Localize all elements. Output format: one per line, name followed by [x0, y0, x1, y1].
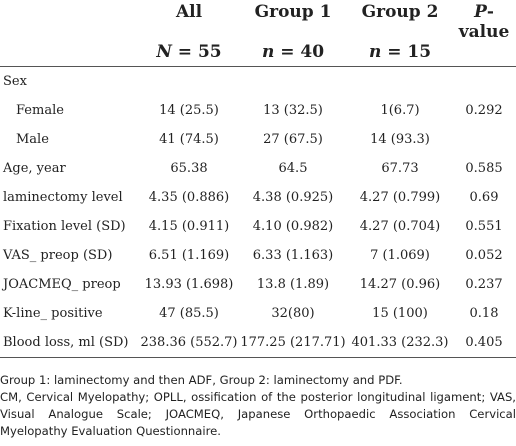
header-all-n-var: N: [156, 42, 172, 62]
table-footnote: Group 1: laminectomy and then ADF, Group…: [0, 372, 516, 440]
cell-all: 4.15 (0.911): [148, 219, 230, 234]
table-row: JOACMEQ_ preop 13.93 (1.698) 13.8 (1.89)…: [0, 270, 516, 299]
header-g1-n-eq: = 40: [274, 42, 325, 62]
cell-group-1: 4.10 (0.982): [252, 219, 334, 234]
header-group-1: Group 1: [254, 2, 332, 22]
cell-group-2: 4.27 (0.704): [359, 219, 441, 234]
header-blank-2: [0, 42, 140, 67]
table-row: Blood loss, ml (SD) 238.36 (552.7) 177.2…: [0, 328, 516, 358]
header-row-2: N = 55 n = 40 n = 15: [0, 42, 516, 67]
cell-group-1: 177.25 (217.71): [238, 328, 348, 358]
header-g2-n-eq: = 15: [381, 42, 432, 62]
cell-p-value: 0.405: [452, 328, 516, 358]
cell-group-2: 7 (1.069): [370, 248, 430, 263]
row-label: Female: [16, 103, 64, 118]
footnote-abbreviations: CM, Cervical Myelopathy; OPLL, ossificat…: [0, 390, 516, 438]
cell-group-1: 4.38 (0.925): [252, 190, 334, 205]
row-label: Sex: [3, 74, 27, 89]
cell-all: 6.51 (1.169): [148, 248, 230, 263]
row-label: Age, year: [3, 161, 66, 176]
demographics-table: All Group 1 Group 2 P-value N = 55 n = 4…: [0, 0, 516, 358]
cell-group-2: 14 (93.3): [370, 132, 430, 147]
header-all-n-eq: = 55: [171, 42, 222, 62]
table-row: VAS_ preop (SD) 6.51 (1.169) 6.33 (1.163…: [0, 241, 516, 270]
cell-group-2: [348, 67, 452, 97]
table-row: Male 41 (74.5) 27 (67.5) 14 (93.3): [0, 125, 516, 154]
header-p-rest: -value: [458, 2, 510, 42]
cell-all: 65.38: [170, 161, 208, 176]
cell-all: 238.36 (552.7): [140, 328, 238, 358]
cell-group-2: 1(6.7): [380, 103, 420, 118]
row-label: VAS_ preop (SD): [3, 248, 113, 263]
cell-p-value: [452, 67, 516, 97]
cell-all: 13.93 (1.698): [144, 277, 234, 292]
header-row-1: All Group 1 Group 2 P-value: [0, 0, 516, 42]
cell-all: 4.35 (0.886): [148, 190, 230, 205]
cell-p-value: 0.292: [465, 103, 503, 118]
header-all: All: [175, 2, 203, 22]
header-g2-n-var: n: [368, 42, 382, 62]
cell-group-1: 6.33 (1.163): [252, 248, 334, 263]
cell-group-2: 67.73: [381, 161, 419, 176]
cell-p-value: 0.18: [469, 306, 499, 321]
table-row: Sex: [0, 67, 516, 97]
cell-p-value: 0.237: [465, 277, 503, 292]
cell-group-2: 15 (100): [372, 306, 428, 321]
row-label: laminectomy level: [3, 190, 123, 205]
cell-p-value: [452, 125, 516, 154]
header-p-blank: [452, 42, 516, 67]
header-p-value: P-value: [452, 0, 516, 42]
row-label: Male: [16, 132, 49, 147]
header-blank: [0, 0, 140, 42]
cell-group-1: 13.8 (1.89): [256, 277, 330, 292]
cell-group-1: 64.5: [278, 161, 308, 176]
cell-group-1: 27 (67.5): [263, 132, 323, 147]
cell-all: 41 (74.5): [159, 132, 219, 147]
header-group-1-n: n = 40: [238, 42, 348, 67]
table-row: K-line_ positive 47 (85.5) 32(80) 15 (10…: [0, 299, 516, 328]
row-label: K-line_ positive: [3, 306, 103, 321]
table-container: All Group 1 Group 2 P-value N = 55 n = 4…: [0, 0, 516, 358]
cell-p-value: 0.69: [469, 190, 499, 205]
cell-group-2: 4.27 (0.799): [359, 190, 441, 205]
footnote-groups: Group 1: laminectomy and then ADF, Group…: [0, 373, 403, 387]
header-group-2: Group 2: [361, 2, 439, 22]
cell-group-2: 14.27 (0.96): [359, 277, 441, 292]
header-group-2-n: n = 15: [348, 42, 452, 67]
cell-p-value: 0.551: [465, 219, 503, 234]
table-row: laminectomy level 4.35 (0.886) 4.38 (0.9…: [0, 183, 516, 212]
cell-p-value: 0.585: [465, 161, 503, 176]
cell-group-2: 401.33 (232.3): [348, 328, 452, 358]
cell-all: 14 (25.5): [159, 103, 219, 118]
cell-group-1: [238, 67, 348, 97]
row-label: Fixation level (SD): [3, 219, 126, 234]
cell-all: 47 (85.5): [159, 306, 219, 321]
table-row: Female 14 (25.5) 13 (32.5) 1(6.7) 0.292: [0, 96, 516, 125]
cell-p-value: 0.052: [465, 248, 503, 263]
header-p-letter: P: [474, 2, 487, 22]
row-label: Blood loss, ml (SD): [0, 328, 140, 358]
cell-all: [140, 67, 238, 97]
table-row: Age, year 65.38 64.5 67.73 0.585: [0, 154, 516, 183]
header-all-n: N = 55: [140, 42, 238, 67]
cell-group-1: 32(80): [271, 306, 315, 321]
row-label: JOACMEQ_ preop: [3, 277, 121, 292]
header-g1-n-var: n: [261, 42, 275, 62]
table-row: Fixation level (SD) 4.15 (0.911) 4.10 (0…: [0, 212, 516, 241]
cell-group-1: 13 (32.5): [263, 103, 323, 118]
